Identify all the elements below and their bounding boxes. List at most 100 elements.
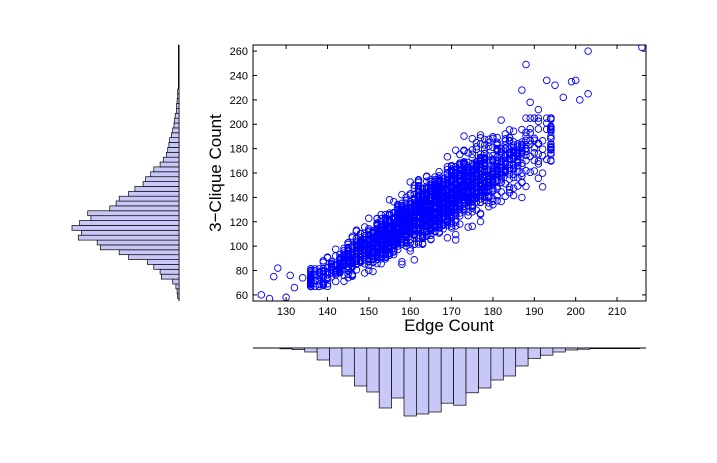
scatter-point [265, 294, 274, 301]
scatter-point [505, 145, 514, 154]
clique-histogram-bar [176, 103, 180, 109]
scatter-point [456, 212, 464, 220]
scatter-point [522, 167, 530, 175]
clique-histogram-bar [118, 195, 180, 202]
scatter-point [497, 144, 505, 153]
edge-histogram-bar [453, 347, 467, 406]
scatter-point [542, 155, 551, 164]
scatter-point [509, 138, 518, 146]
scatter-point [323, 268, 332, 277]
scatter-point [319, 281, 328, 290]
scatter-point [406, 209, 414, 218]
scatter-point [480, 186, 489, 194]
clique-histogram-bar [159, 161, 180, 168]
scatter-point [460, 165, 468, 174]
scatter-point [422, 184, 431, 193]
scatter-point [547, 127, 555, 136]
scatter-point [394, 239, 402, 247]
scatter-point [418, 184, 427, 193]
scatter-point [468, 150, 477, 159]
scatter-point [542, 76, 551, 85]
edge-count-histogram [253, 347, 646, 417]
scatter-point [534, 174, 543, 183]
clique-histogram-bar [128, 254, 180, 260]
edge-histogram-bar [465, 347, 479, 394]
scatter-point [356, 238, 365, 246]
scatter-point [505, 175, 514, 183]
scatter-point [369, 241, 377, 250]
scatter-point [472, 158, 481, 167]
scatter-point [464, 201, 472, 210]
clique-histogram-bar [145, 176, 180, 182]
scatter-point [385, 230, 394, 238]
scatter-point [493, 159, 501, 167]
scatter-point [489, 155, 497, 163]
scatter-point [509, 170, 518, 179]
scatter-point [497, 149, 505, 157]
scatter-point [534, 150, 543, 158]
scatter-point [468, 177, 477, 185]
scatter-point [489, 158, 497, 166]
scatter-point [480, 196, 489, 204]
scatter-point [377, 259, 385, 268]
scatter-point [526, 114, 534, 122]
edge-histogram-bar [329, 347, 343, 367]
scatter-point [501, 135, 510, 143]
scatter-point [464, 211, 472, 220]
scatter-point [451, 168, 460, 177]
scatter-point [480, 149, 489, 158]
scatter-point [522, 114, 530, 122]
scatter-point [547, 156, 555, 165]
scatter-point [431, 192, 439, 200]
scatter-point [373, 215, 381, 223]
scatter-point [435, 186, 443, 194]
scatter-point [464, 158, 472, 167]
scatter-point [319, 256, 328, 265]
scatter-point [638, 45, 646, 52]
scatter-point [456, 220, 464, 228]
scatter-point [402, 213, 410, 222]
scatter-point [489, 200, 497, 209]
scatter-point [505, 136, 514, 145]
scatter-point [373, 239, 381, 248]
scatter-point [381, 252, 390, 261]
scatter-point [307, 276, 315, 284]
scatter-point [464, 149, 472, 157]
scatter-point [327, 265, 336, 273]
scatter-point [402, 222, 410, 231]
scatter-point [505, 134, 514, 142]
clique-histogram-bar [174, 117, 180, 124]
scatter-point [394, 242, 402, 250]
scatter-point [497, 164, 505, 173]
scatter-point [340, 252, 348, 260]
scatter-point [476, 140, 485, 148]
scatter-point [344, 249, 352, 258]
scatter-point [501, 165, 510, 173]
scatter-point [534, 125, 543, 133]
scatter-point [406, 244, 414, 252]
scatter-point [398, 190, 406, 199]
scatter-point [530, 143, 539, 152]
clique-histogram-bar [115, 200, 180, 207]
scatter-point [460, 176, 468, 184]
scatter-point [460, 160, 468, 169]
scatter-point [451, 192, 460, 200]
scatter-point [427, 204, 435, 212]
scatter-point [406, 239, 414, 247]
scatter-point [315, 282, 323, 291]
scatter-point [369, 244, 377, 252]
scatter-point [526, 168, 534, 177]
scatter-point [269, 272, 278, 281]
edge-histogram-bar [540, 347, 554, 356]
scatter-point [464, 165, 472, 174]
scatter-point [485, 142, 493, 151]
scatter-point [336, 253, 344, 262]
clique-histogram-bar [177, 93, 180, 100]
clique-histogram-bar [161, 273, 180, 280]
scatter-point [497, 152, 505, 160]
scatter-point [410, 240, 419, 249]
scatter-point [538, 145, 547, 153]
scatter-point [298, 274, 307, 282]
scatter-point [381, 211, 390, 219]
scatter-point [398, 222, 406, 230]
